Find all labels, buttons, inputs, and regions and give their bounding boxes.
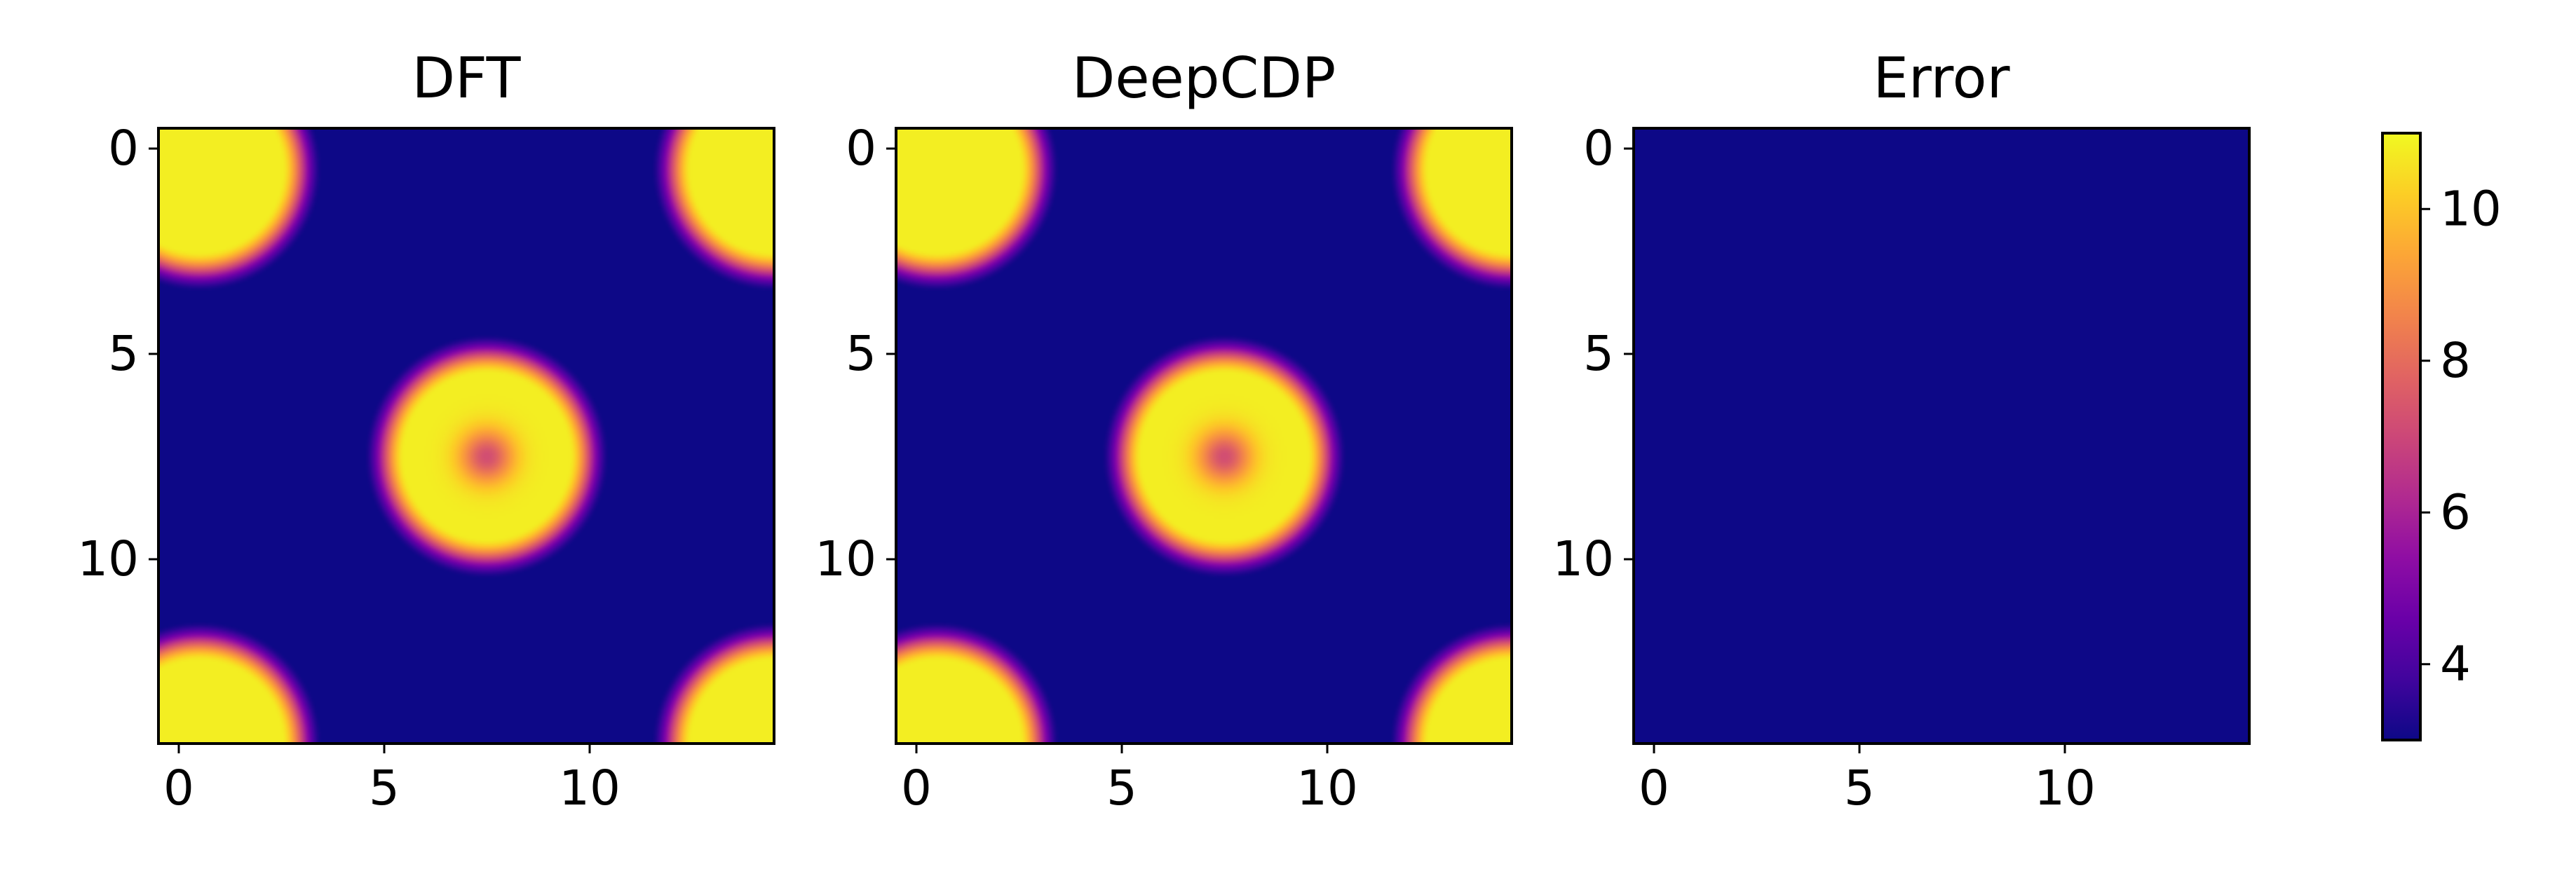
y-tick-label: 5 — [1583, 326, 1614, 382]
y-tick-5: 5 — [1583, 326, 1634, 382]
x-tick-0: 0 — [901, 744, 932, 816]
colorbar-tick: 4 — [2420, 636, 2471, 692]
heatmap-image — [1634, 128, 2249, 744]
panel-title: Error — [1873, 46, 2010, 111]
y-tick-5: 5 — [846, 326, 896, 382]
y-tick-10: 10 — [77, 531, 158, 587]
colorbar-tick-label: 6 — [2440, 484, 2471, 540]
x-tick-label: 5 — [1844, 760, 1875, 816]
panel-deepcdp: DeepCDP 0 5 10 0 5 10 — [815, 46, 1513, 816]
colorbar-tick: 6 — [2420, 484, 2471, 540]
y-tick-label: 5 — [846, 326, 876, 382]
y-tick-10: 10 — [1552, 531, 1634, 587]
panel-title: DFT — [412, 46, 521, 111]
panel-dft: DFT 0 5 10 0 5 10 — [77, 46, 775, 816]
y-tick-label: 0 — [846, 121, 876, 177]
x-tick-10: 10 — [2034, 744, 2096, 816]
colorbar-tick-label: 10 — [2440, 181, 2502, 237]
y-tick-10: 10 — [815, 531, 896, 587]
y-tick-label: 0 — [108, 121, 139, 177]
colorbar-tick: 10 — [2420, 181, 2502, 237]
heatmap-image — [896, 128, 1512, 744]
x-tick-5: 5 — [1106, 744, 1137, 816]
x-tick-label: 0 — [1639, 760, 1669, 816]
panel-error: Error 0 5 10 0 5 10 — [1552, 46, 2251, 816]
y-tick-0: 0 — [108, 121, 158, 177]
x-tick-label: 10 — [559, 760, 621, 816]
x-tick-5: 5 — [1844, 744, 1875, 816]
y-tick-0: 0 — [1583, 121, 1634, 177]
colorbar-tick-label: 8 — [2440, 333, 2471, 389]
x-tick-label: 5 — [369, 760, 400, 816]
x-tick-0: 0 — [1639, 744, 1669, 816]
x-tick-5: 5 — [369, 744, 400, 816]
colorbar-frame — [2381, 132, 2422, 741]
y-tick-label: 5 — [108, 326, 139, 382]
x-tick-0: 0 — [163, 744, 194, 816]
x-tick-label: 10 — [2034, 760, 2096, 816]
y-tick-5: 5 — [108, 326, 158, 382]
y-tick-label: 0 — [1583, 121, 1614, 177]
colorbar-tick-label: 4 — [2440, 636, 2471, 692]
y-tick-0: 0 — [846, 121, 896, 177]
x-tick-label: 0 — [163, 760, 194, 816]
x-tick-label: 0 — [901, 760, 932, 816]
panel-title: DeepCDP — [1072, 46, 1336, 111]
y-tick-label: 10 — [1552, 531, 1614, 587]
axes-frame — [895, 127, 1513, 745]
x-tick-10: 10 — [559, 744, 621, 816]
x-tick-10: 10 — [1296, 744, 1358, 816]
colorbar: 4 6 8 10 — [2381, 132, 2502, 741]
axes-frame — [157, 127, 775, 745]
axes-frame — [1632, 127, 2251, 745]
colorbar-tick: 8 — [2420, 333, 2471, 389]
heatmap-image — [158, 128, 774, 744]
x-tick-label: 10 — [1296, 760, 1358, 816]
x-tick-label: 5 — [1106, 760, 1137, 816]
y-tick-label: 10 — [77, 531, 139, 587]
y-tick-label: 10 — [815, 531, 876, 587]
colorbar-gradient — [2382, 133, 2420, 740]
